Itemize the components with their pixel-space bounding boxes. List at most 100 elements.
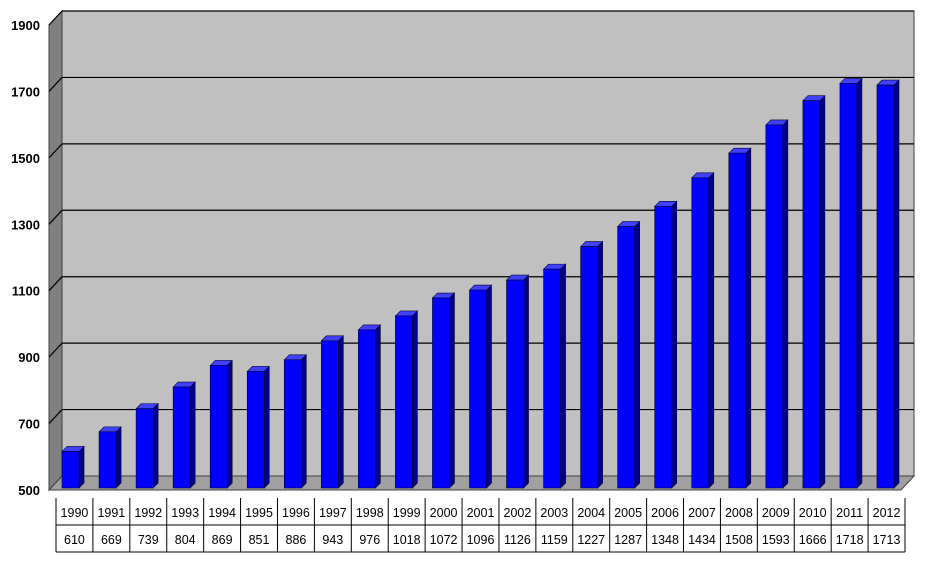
bar-face [283,359,302,489]
bar [839,77,863,489]
bar-side [152,402,159,489]
bar-side [745,147,752,489]
bar-face [876,84,895,489]
x-tick-label: 2000 [430,506,458,520]
bars [61,77,900,489]
x-tick-label: 2012 [873,506,901,520]
bar [505,274,530,489]
y-tick-label: 1500 [11,151,40,166]
x-tick-label: 1992 [134,506,162,520]
bar-side [226,359,233,489]
x-tick-label: 2006 [651,506,679,520]
bar [209,359,233,489]
x-tick-label: 2003 [540,506,568,520]
bar-side [523,274,529,489]
bar-side [375,324,381,489]
bar [616,220,641,489]
data-label: 943 [322,533,343,547]
x-tick-label: 1993 [171,506,199,520]
data-label: 1348 [651,533,679,547]
bar [542,263,567,489]
y-tick-label: 500 [18,483,40,498]
bar [394,310,419,489]
data-label: 610 [64,533,85,547]
bar-side [449,292,455,489]
bar [468,284,493,489]
bar-face [246,371,265,489]
bar [61,445,85,489]
bar-side [486,284,492,489]
bar-face [617,226,635,489]
data-label: 1126 [504,533,531,547]
y-tick-label: 900 [18,350,40,365]
x-tick-label: 1999 [393,506,421,520]
bar [728,147,752,489]
bar-side [412,310,418,489]
y-tick-label: 700 [18,417,40,432]
gridline-side [48,143,63,159]
bar-face [506,279,524,489]
bar-face [839,83,858,489]
data-label: 1159 [541,533,568,547]
data-label: 1713 [873,533,901,547]
x-tick-label: 1990 [61,506,89,520]
bar-side [819,94,826,489]
bar-side [115,426,122,489]
x-tick-label: 1991 [97,506,125,520]
bar-side [338,335,344,489]
bar-face [209,365,228,489]
data-label: 869 [212,533,233,547]
bar [431,292,456,489]
x-tick-label: 1997 [319,506,347,520]
bar [172,381,196,489]
bar-face [61,451,80,489]
gridline-side [48,276,63,292]
data-label: 1018 [393,533,421,547]
data-label: 1718 [836,533,864,547]
bar-face [691,177,710,489]
bar-face [358,329,376,489]
bar [691,172,715,489]
data-label: 1666 [799,533,827,547]
bar-face [172,386,191,489]
gridline-side [48,10,63,26]
data-label: 669 [101,533,122,547]
bar [653,200,678,489]
data-label: 851 [249,533,270,547]
y-tick-label: 1100 [12,284,40,299]
bar-side [300,354,307,489]
bar [579,240,604,489]
data-label: 886 [286,533,307,547]
y-axis-tick-labels: 500 700 900 1100 1300 1500 1700 1900 [11,18,40,498]
bar-side [634,220,640,489]
data-label: 1508 [725,533,753,547]
y-tick-label: 1700 [11,84,40,99]
bar-side [560,263,566,489]
bar [320,335,345,489]
bar [765,119,789,489]
bar-face [543,268,561,489]
data-label: 1287 [614,533,642,547]
data-label: 1072 [430,533,458,547]
bar-face [469,289,487,489]
bar-side [856,77,863,489]
x-tick-label: 2005 [614,506,642,520]
bar [98,426,122,489]
bar-face [395,315,413,489]
data-table: 1990 1991 1992 1993 1994 1995 1996 1997 1998 1999… [55,498,906,553]
data-label: 739 [138,533,159,547]
bar-face [580,246,598,489]
x-tick-label: 2008 [725,506,753,520]
bar-side [782,119,789,489]
x-tick-label: 2001 [467,506,495,520]
gridline-side [48,209,63,225]
data-label: 1593 [762,533,790,547]
bar-side [708,172,715,489]
y-tick-label: 1900 [11,18,40,33]
y-tick-label: 1300 [11,217,40,232]
bar-face [321,340,339,489]
bar-side [78,445,85,489]
bar-side [263,365,270,489]
